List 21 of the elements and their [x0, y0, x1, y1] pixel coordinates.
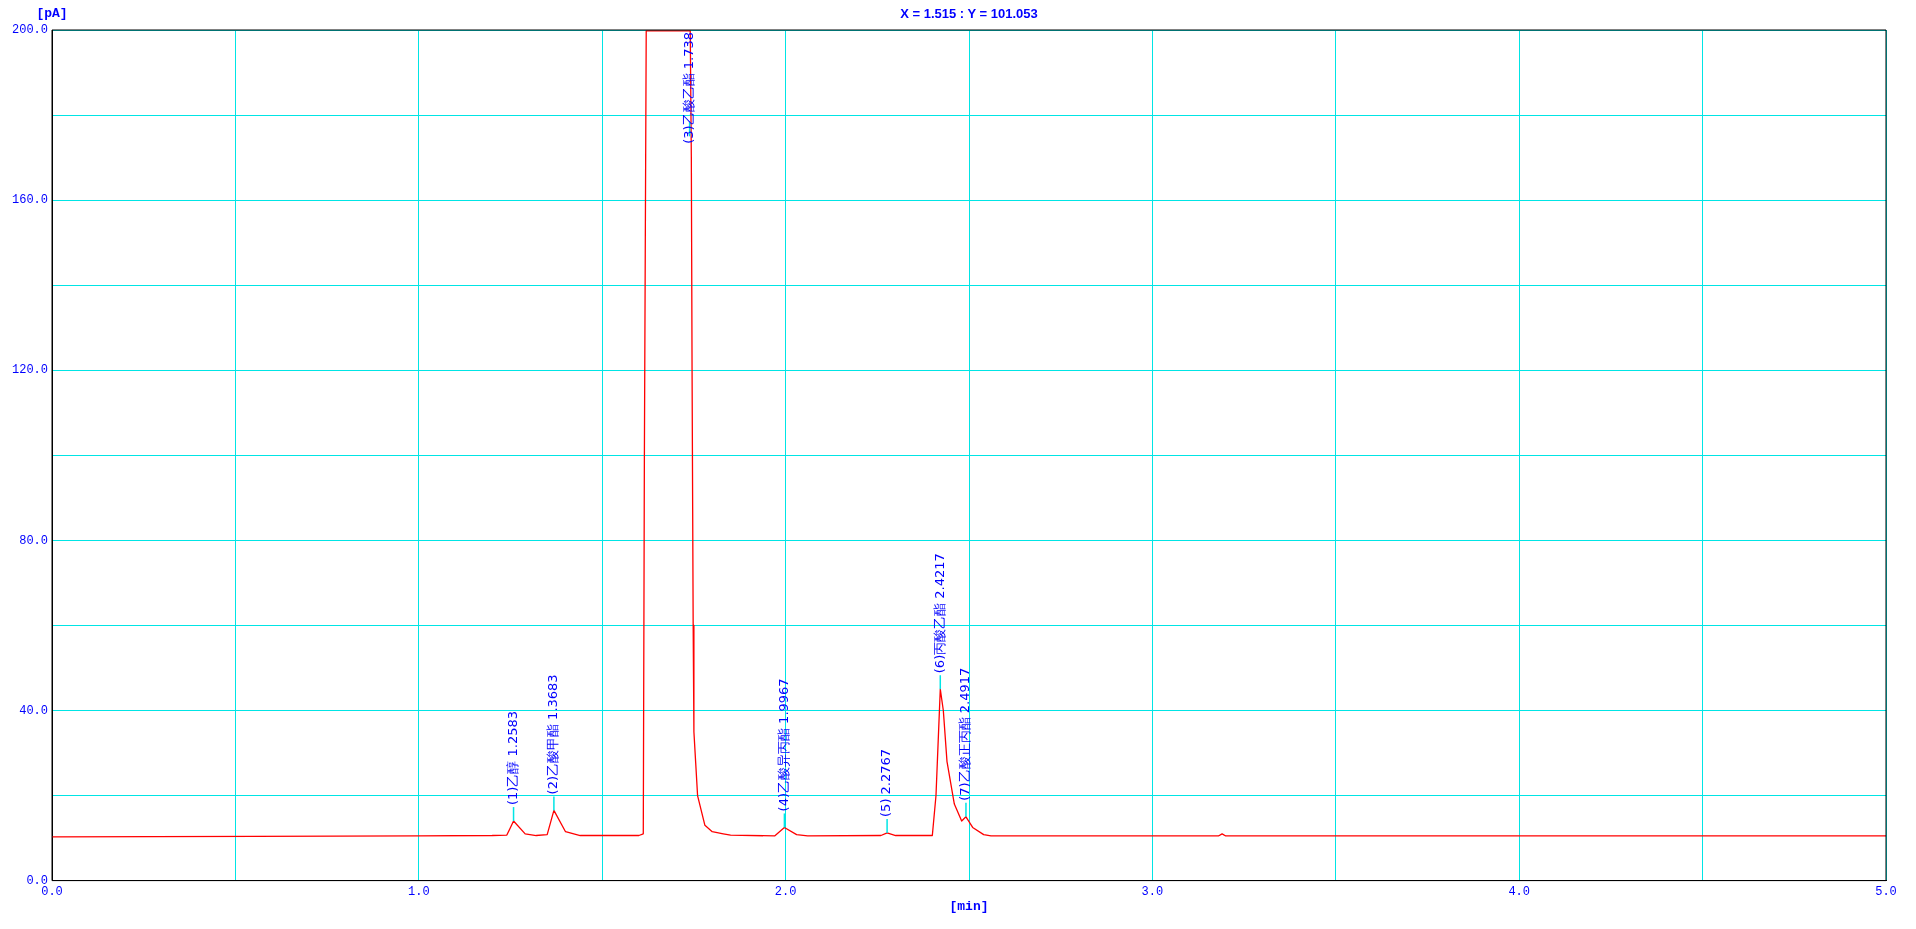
y-tick-label: 40.0	[19, 703, 49, 718]
x-tick-label: 5.0	[1875, 884, 1897, 899]
y-tick-label: 200.0	[11, 23, 49, 38]
x-tick-label: 2.0	[774, 884, 797, 899]
annotation: (4)乙酸异丙酯 1.9967	[775, 678, 791, 812]
x-tick-label: 1.0	[408, 884, 430, 899]
x-axis-title: [min]	[949, 899, 989, 915]
x-tick-label: 0.0	[41, 884, 63, 899]
annotation: (3)乙酸乙酯 1.738	[680, 32, 696, 144]
y-tick-label: 120.0	[11, 363, 49, 378]
annotation: (1)乙醇 1.2583	[504, 711, 520, 806]
annotation: (7)乙酸正丙酯 2.4917	[957, 667, 973, 801]
text: X = 1.515 : Y = 101.053	[900, 5, 1038, 21]
y-tick-label: 80.0	[19, 533, 49, 548]
annotation: (5) 2.2767	[878, 748, 894, 817]
annotation: (6)丙酸乙酯 2.4217	[931, 553, 947, 674]
y-axis-title: [pA]	[36, 6, 68, 22]
x-tick-label: 4.0	[1508, 884, 1531, 899]
annotation: (2)乙酸甲酯 1.3683	[545, 674, 561, 795]
x-tick-label: 3.0	[1141, 884, 1164, 899]
y-tick-label: 160.0	[11, 193, 49, 208]
